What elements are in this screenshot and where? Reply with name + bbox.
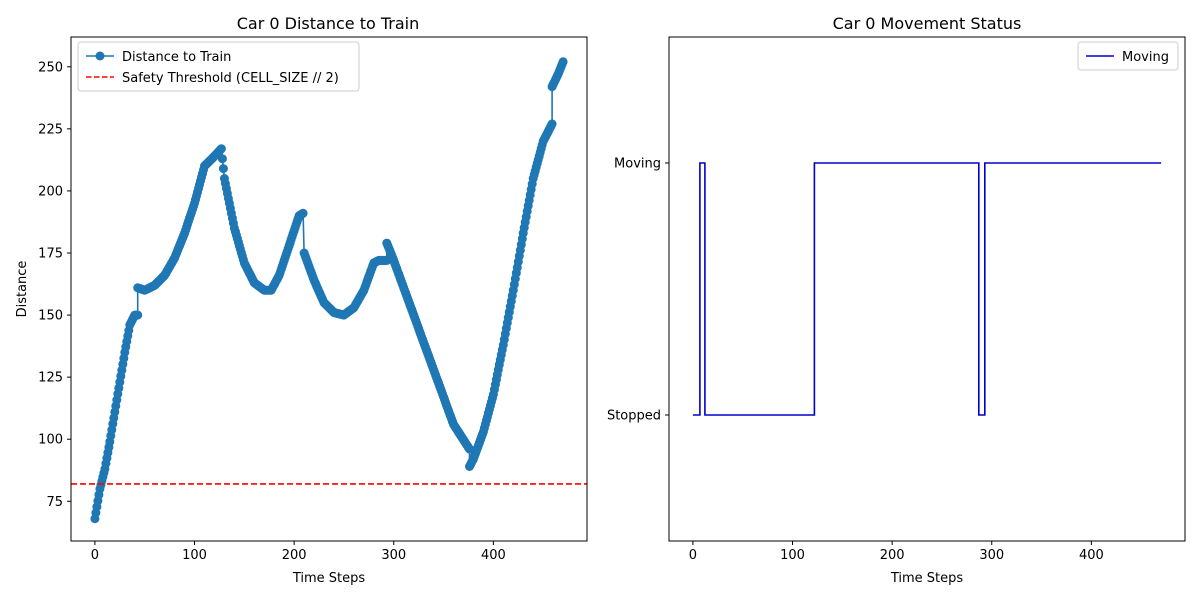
distance-point	[216, 144, 226, 154]
y-tick-label: 250	[38, 60, 63, 75]
distance-chart-x-ticks: 0 100 200 300 400	[91, 541, 506, 563]
x-tick-label: 400	[481, 548, 506, 563]
distance-point	[547, 119, 557, 129]
x-tick-label: 300	[979, 548, 1004, 563]
legend-label-threshold: Safety Threshold (CELL_SIZE // 2)	[122, 71, 339, 86]
movement-chart-axes-frame	[668, 36, 1186, 542]
x-tick-label: 0	[689, 548, 697, 563]
x-tick-label: 200	[880, 548, 905, 563]
x-tick-label: 200	[282, 548, 307, 563]
distance-chart: Car 0 Distance to Train 0 100 200 300 400 75…	[15, 14, 588, 586]
y-tick-label: Stopped	[607, 409, 661, 424]
movement-chart-plot-area	[692, 162, 1162, 416]
movement-chart-x-ticks: 0 100 200 300 400	[689, 541, 1104, 563]
distance-point	[218, 164, 228, 174]
movement-chart-title: Car 0 Movement Status	[833, 14, 1022, 33]
x-tick-label: 100	[780, 548, 805, 563]
distance-point	[558, 57, 568, 67]
movement-chart-legend: Moving	[1077, 41, 1179, 71]
distance-chart-legend: Distance to Train Safety Threshold (CELL…	[77, 41, 360, 92]
y-tick-label: 175	[38, 247, 63, 262]
y-tick-label: Moving	[614, 157, 661, 172]
distance-chart-x-axis-label: Time Steps	[292, 571, 366, 586]
x-tick-label: 300	[381, 548, 406, 563]
legend-label-distance: Distance to Train	[122, 50, 231, 65]
distance-chart-axes-frame	[70, 36, 588, 542]
distance-chart-plot-area	[71, 57, 587, 524]
moving-status-line	[692, 162, 1162, 416]
distance-chart-title: Car 0 Distance to Train	[237, 14, 420, 33]
y-tick-label: 225	[38, 122, 63, 137]
y-tick-label: 200	[38, 184, 63, 199]
distance-chart-legend-box	[77, 41, 360, 92]
movement-chart-x-axis-label: Time Steps	[890, 571, 964, 586]
movement-chart-y-ticks: Stopped Moving	[607, 157, 669, 424]
y-tick-label: 150	[38, 309, 63, 324]
y-tick-label: 125	[38, 371, 63, 386]
movement-chart: Car 0 Movement Status 0 100 200 300 400 Stop…	[607, 14, 1186, 586]
distance-chart-y-axis-label: Distance	[15, 261, 30, 318]
legend-label-moving: Moving	[1122, 50, 1169, 65]
distance-chart-y-ticks: 75 100 125 150 175 200 225 250	[38, 60, 71, 510]
legend-marker-distance	[95, 51, 105, 61]
distance-point	[133, 310, 143, 320]
x-tick-label: 0	[91, 548, 99, 563]
distance-point	[298, 208, 308, 218]
x-tick-label: 400	[1079, 548, 1104, 563]
x-tick-label: 100	[182, 548, 207, 563]
distance-point	[217, 154, 227, 164]
y-tick-label: 75	[46, 495, 63, 510]
movement-chart-legend-box	[1077, 41, 1179, 71]
y-tick-label: 100	[38, 433, 63, 448]
